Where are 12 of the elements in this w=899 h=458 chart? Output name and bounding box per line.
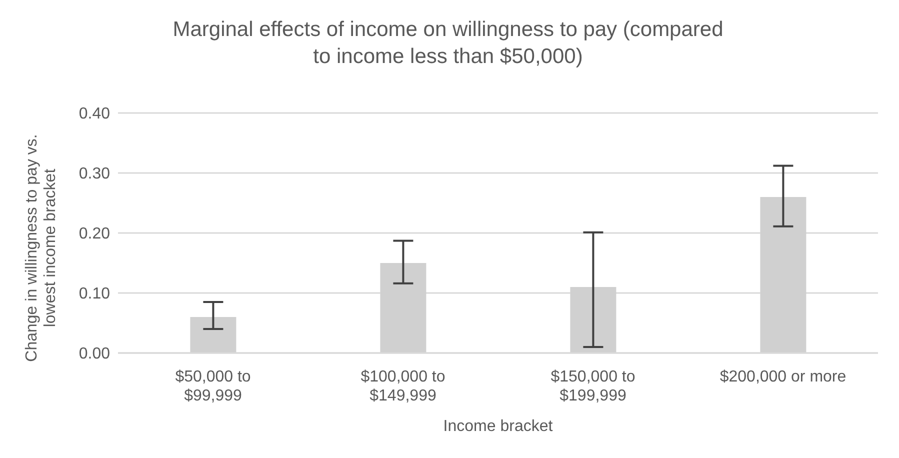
x-tick-label: $50,000 to $99,999 — [175, 368, 251, 405]
y-tick-label: 0.10 — [78, 286, 110, 303]
y-tick-label: 0.30 — [78, 166, 110, 183]
y-tick-label: 0.00 — [78, 346, 110, 363]
x-axis-title: Income bracket — [443, 418, 554, 435]
x-tick-label: $200,000 or more — [720, 368, 846, 386]
chart-title: Marginal effects of income on willingness to pay (compared to income less than $50,000) — [172, 17, 724, 70]
y-tick-label: 0.40 — [78, 106, 110, 123]
x-tick-label: $100,000 to $149,999 — [360, 368, 446, 405]
y-axis-title: Change in willingness to pay vs. lowest income bracket — [23, 134, 59, 362]
y-tick-label: 0.20 — [78, 226, 110, 243]
x-tick-label: $150,000 to $199,999 — [550, 368, 636, 405]
